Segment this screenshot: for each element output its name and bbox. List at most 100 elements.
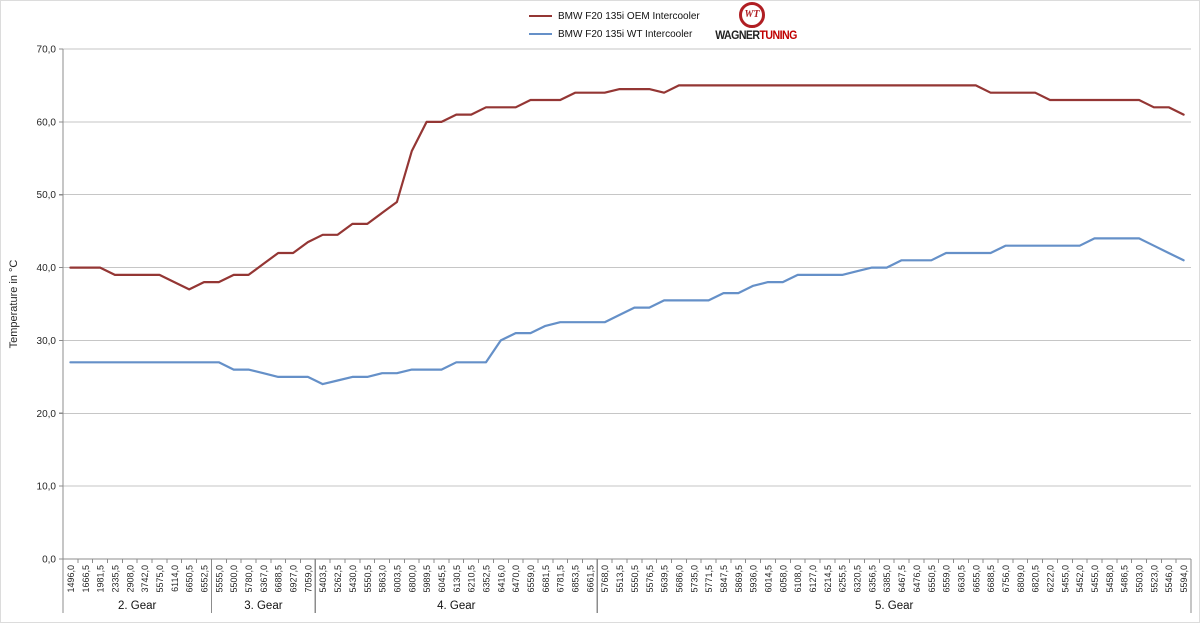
svg-text:70,0: 70,0 [37,45,57,56]
legend-line-swatch [529,14,552,18]
svg-text:6416,0: 6416,0 [496,565,506,593]
logo-monogram-text: WT [744,9,760,20]
svg-text:6114,0: 6114,0 [170,565,180,592]
svg-text:5455,0: 5455,0 [1060,565,1070,593]
svg-text:6681,5: 6681,5 [541,565,551,593]
gear-label: 5. Gear [875,600,914,612]
brand-name-black: WAGNER [715,30,760,42]
svg-text:0,0: 0,0 [42,555,56,566]
svg-text:6003,5: 6003,5 [392,565,402,593]
svg-text:5735,0: 5735,0 [689,565,699,593]
svg-text:6650,5: 6650,5 [185,565,195,593]
svg-text:6661,5: 6661,5 [585,565,595,593]
svg-text:6222,0: 6222,0 [1046,565,1056,593]
svg-text:5575,0: 5575,0 [155,565,165,593]
svg-text:2908,0: 2908,0 [125,565,135,593]
svg-text:6470,0: 6470,0 [511,565,521,593]
svg-text:6655,0: 6655,0 [971,565,981,593]
svg-text:5546,0: 5546,0 [1164,565,1174,593]
svg-text:6550,5: 6550,5 [927,565,937,593]
svg-text:6210,5: 6210,5 [467,565,477,593]
svg-text:5576,5: 5576,5 [645,565,655,593]
svg-text:1666,5: 1666,5 [81,565,91,593]
svg-text:2335,5: 2335,5 [110,565,120,593]
svg-text:6255,5: 6255,5 [838,565,848,593]
svg-text:6320,5: 6320,5 [853,565,863,593]
svg-text:5500,0: 5500,0 [229,565,239,593]
svg-text:5430,0: 5430,0 [348,565,358,593]
svg-text:6688,5: 6688,5 [274,565,284,593]
svg-text:6467,5: 6467,5 [897,565,907,593]
svg-text:5523,0: 5523,0 [1149,565,1159,593]
svg-text:5686,0: 5686,0 [674,565,684,593]
svg-text:6214,5: 6214,5 [823,565,833,593]
svg-text:6800,0: 6800,0 [407,565,417,593]
svg-text:6552,5: 6552,5 [200,565,210,593]
legend-item-oem: BMW F20 135i OEM Intercooler [529,9,700,23]
svg-text:50,0: 50,0 [37,190,57,201]
svg-text:Temperature in °C: Temperature in °C [8,260,20,349]
svg-text:5555,0: 5555,0 [214,565,224,593]
svg-text:3742,0: 3742,0 [140,565,150,593]
svg-text:10,0: 10,0 [37,482,57,493]
gear-label: 2. Gear [118,600,157,612]
legend-line-swatch [529,32,552,36]
svg-text:5458,0: 5458,0 [1105,565,1115,593]
svg-text:6130,5: 6130,5 [452,565,462,593]
wt-monogram-icon: WT [739,2,765,28]
svg-text:6385,0: 6385,0 [882,565,892,593]
y-axis-labels: 0,0 10,0 20,0 30,0 40,0 50,0 60,0 70,0 [37,45,63,566]
svg-text:6559,0: 6559,0 [526,565,536,593]
svg-text:6630,5: 6630,5 [956,565,966,593]
brand-wordmark: WAGNERTUNING [715,30,797,42]
svg-text:6352,5: 6352,5 [482,565,492,593]
svg-text:5780,0: 5780,0 [244,565,254,593]
svg-text:5262,5: 5262,5 [333,565,343,593]
svg-text:6927,0: 6927,0 [289,565,299,593]
svg-text:5768,0: 5768,0 [600,565,610,593]
svg-text:6108,0: 6108,0 [793,565,803,593]
oem-series-line [69,84,1185,291]
svg-text:6356,5: 6356,5 [867,565,877,593]
legend-label: BMW F20 135i WT Intercooler [558,28,693,40]
chart-legend: BMW F20 135i OEM Intercooler BMW F20 135i… [529,9,700,41]
svg-text:6820,5: 6820,5 [1031,565,1041,593]
svg-text:5403,5: 5403,5 [318,565,328,593]
gear-label: 3. Gear [244,600,283,612]
svg-text:7059,0: 7059,0 [303,565,313,593]
svg-text:5503,0: 5503,0 [1135,565,1145,593]
svg-text:5550,5: 5550,5 [363,565,373,593]
x-axis-ticks [62,559,1192,563]
svg-text:30,0: 30,0 [37,336,57,347]
gridlines [63,48,1191,487]
x-axis-labels: 1496,0 1666,5 1981,5 2335,5 2908,0 3742,0 5575… [66,565,1189,593]
svg-text:6559,0: 6559,0 [942,565,952,593]
brand-name-red: TUNING [759,30,798,42]
svg-text:5455,0: 5455,0 [1090,565,1100,593]
svg-text:5513,5: 5513,5 [615,565,625,593]
svg-text:40,0: 40,0 [37,263,57,274]
svg-text:6367,0: 6367,0 [259,565,269,593]
svg-text:6014,5: 6014,5 [764,565,774,593]
svg-text:60,0: 60,0 [37,117,57,128]
svg-text:5639,5: 5639,5 [660,565,670,593]
svg-text:20,0: 20,0 [37,409,57,420]
svg-text:5863,0: 5863,0 [378,565,388,593]
svg-text:6058,0: 6058,0 [778,565,788,593]
svg-text:6853,5: 6853,5 [571,565,581,593]
svg-text:5989,5: 5989,5 [422,565,432,593]
svg-text:5771,5: 5771,5 [704,565,714,593]
svg-text:1496,0: 1496,0 [66,565,76,593]
svg-text:6756,0: 6756,0 [1001,565,1011,593]
svg-text:5936,0: 5936,0 [749,565,759,593]
svg-text:6476,0: 6476,0 [912,565,922,593]
axes [62,49,1191,613]
svg-text:5869,5: 5869,5 [734,565,744,593]
svg-text:6045,5: 6045,5 [437,565,447,593]
wt-series-line [69,237,1185,386]
svg-text:1981,5: 1981,5 [96,565,106,593]
gear-bands: 2. Gear 3. Gear 4. Gear 5. Gear [118,559,1192,613]
svg-text:6809,0: 6809,0 [1016,565,1026,593]
svg-text:5550,5: 5550,5 [630,565,640,593]
